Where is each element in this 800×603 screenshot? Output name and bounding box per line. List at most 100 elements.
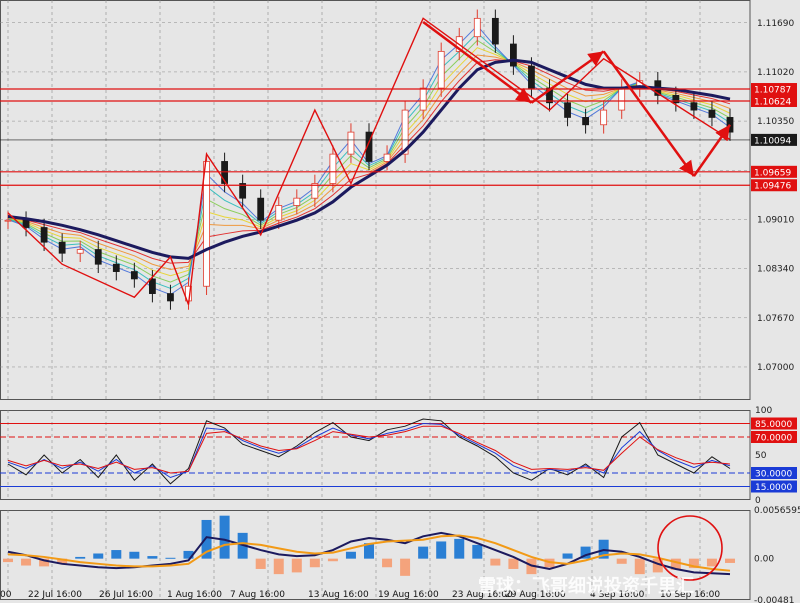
x-tick-label: 19 Aug 16:00 bbox=[378, 590, 439, 600]
macd-histogram-bar bbox=[508, 558, 519, 569]
price-tick-label: 1.11020 bbox=[757, 68, 794, 78]
candle-body bbox=[22, 219, 30, 228]
macd-histogram-bar bbox=[183, 550, 194, 559]
macd-histogram-bar bbox=[652, 558, 663, 573]
macd-panel[interactable] bbox=[3, 515, 735, 581]
candle-body bbox=[311, 183, 319, 199]
candle-body bbox=[564, 102, 571, 118]
highlight-circle bbox=[657, 515, 723, 581]
level-badge bbox=[751, 133, 797, 146]
x-tick-label: 7 Aug 16:00 bbox=[230, 590, 285, 600]
macd-histogram-bar bbox=[327, 558, 338, 562]
candle-body bbox=[167, 293, 174, 302]
macd-histogram-bar bbox=[580, 546, 591, 559]
candle-body bbox=[383, 153, 391, 162]
ma-ribbon-line bbox=[7, 59, 731, 264]
macd-histogram-bar bbox=[273, 558, 284, 575]
candle-body bbox=[528, 65, 535, 89]
macd-histogram-bar bbox=[382, 558, 393, 568]
candle-body bbox=[94, 249, 102, 265]
macd-histogram-bar bbox=[57, 558, 68, 564]
candle-body bbox=[672, 95, 680, 104]
forecast-arrow bbox=[602, 50, 695, 177]
level-badge-label: 1.09659 bbox=[754, 168, 791, 178]
candle-body bbox=[491, 17, 499, 45]
zigzag-line bbox=[7, 17, 731, 305]
candle-body bbox=[419, 87, 427, 111]
macd-histogram-bar bbox=[309, 558, 320, 568]
x-tick-label: 1 Aug 16:00 bbox=[167, 590, 222, 600]
candle-body bbox=[293, 197, 301, 206]
stoch-tick-label: 50 bbox=[755, 451, 767, 461]
stoch-level-label: 30.0000 bbox=[755, 470, 792, 480]
macd-histogram-bar bbox=[147, 556, 158, 559]
candle-body bbox=[40, 227, 48, 243]
candle-body bbox=[112, 263, 120, 272]
candle-body bbox=[600, 109, 608, 126]
stoch-slow-line bbox=[7, 425, 731, 474]
forecast-arrow bbox=[422, 21, 533, 104]
macd-histogram-bar bbox=[291, 558, 302, 573]
panel-frame bbox=[0, 510, 751, 600]
macd-histogram-bar bbox=[21, 558, 32, 566]
panel-frame bbox=[0, 410, 751, 500]
x-tick-label: 29 Aug 16:00 bbox=[505, 590, 566, 600]
candle-body bbox=[130, 271, 138, 280]
moving-average-line bbox=[7, 58, 731, 260]
stoch-tick-label: 100 bbox=[755, 406, 772, 416]
macd-histogram-bar bbox=[490, 558, 501, 566]
x-tick-label: 23 Aug 16:00 bbox=[452, 590, 513, 600]
candle-body bbox=[257, 197, 265, 221]
panel-frame bbox=[0, 0, 751, 400]
level-badge-label: 1.09476 bbox=[754, 182, 791, 192]
stoch-level-badge bbox=[751, 467, 797, 479]
macd-histogram-bar bbox=[219, 515, 230, 559]
candle-body bbox=[239, 183, 247, 199]
level-badge-label: 1.10094 bbox=[754, 136, 791, 146]
stoch-level-badge bbox=[751, 431, 797, 443]
macd-tick-label: -0.00481 bbox=[754, 596, 794, 603]
macd-histogram-bar bbox=[562, 553, 573, 559]
candle-body bbox=[708, 109, 716, 118]
macd-histogram-bar bbox=[634, 558, 645, 575]
price-tick-label: 1.07000 bbox=[757, 363, 794, 373]
x-tick-label: 26 Jul 16:00 bbox=[99, 590, 153, 600]
forecast-arrow bbox=[692, 124, 732, 177]
watermark: 雪球：飞哥细说投资千里汇 bbox=[478, 575, 694, 597]
macd-histogram-bar bbox=[454, 538, 465, 559]
chart-grid bbox=[0, 0, 751, 600]
candle-body bbox=[148, 278, 156, 294]
candle-body bbox=[329, 153, 337, 184]
macd-histogram-bar bbox=[400, 558, 411, 576]
macd-histogram-bar bbox=[670, 558, 681, 570]
x-tick-label: 4 Sep 16:00 bbox=[590, 590, 645, 600]
candle-body bbox=[58, 241, 66, 254]
candle-body bbox=[275, 205, 283, 221]
price-tick-label: 1.08340 bbox=[757, 265, 794, 275]
macd-histogram-bar bbox=[111, 550, 122, 559]
forecast-arrow bbox=[530, 50, 605, 104]
candle-body bbox=[347, 131, 355, 155]
stoch-signal-line bbox=[7, 422, 731, 479]
x-tick-label: 00 bbox=[0, 590, 12, 600]
price-tick-label: 1.11690 bbox=[757, 19, 794, 29]
level-badge-label: 1.10624 bbox=[754, 97, 791, 107]
level-badge bbox=[751, 83, 797, 96]
price-tick-label: 1.10350 bbox=[757, 117, 794, 127]
macd-histogram-bar bbox=[706, 558, 717, 567]
level-badge bbox=[751, 94, 797, 107]
macd-histogram-bar bbox=[165, 557, 176, 559]
stoch-level-label: 15.0000 bbox=[755, 483, 792, 493]
candle-body bbox=[76, 249, 84, 254]
macd-signal-line bbox=[7, 534, 731, 572]
price-panel[interactable] bbox=[0, 9, 750, 310]
candle-body bbox=[726, 117, 734, 133]
macd-histogram-bar bbox=[725, 558, 735, 563]
candle-body bbox=[509, 43, 517, 67]
macd-histogram-bar bbox=[39, 558, 50, 567]
x-tick-label: 10 Sep 16:00 bbox=[660, 590, 720, 600]
stochastic-panel[interactable] bbox=[0, 418, 750, 487]
level-badge bbox=[751, 165, 797, 178]
macd-macd-line bbox=[7, 531, 731, 576]
